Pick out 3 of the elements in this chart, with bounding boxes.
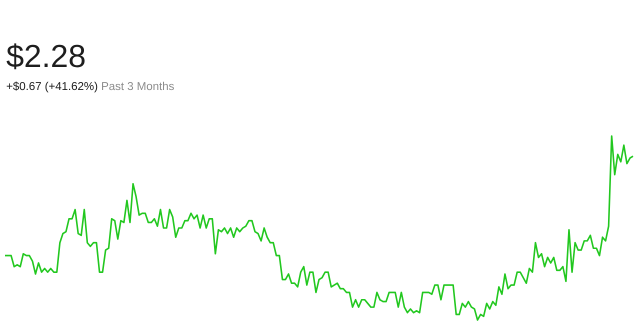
text: Past 3 Months [102, 82, 174, 90]
chart-title: $2.28 [6, 43, 85, 70]
chart-subtitle: +$0.67 (+41.62%) [6, 82, 98, 92]
